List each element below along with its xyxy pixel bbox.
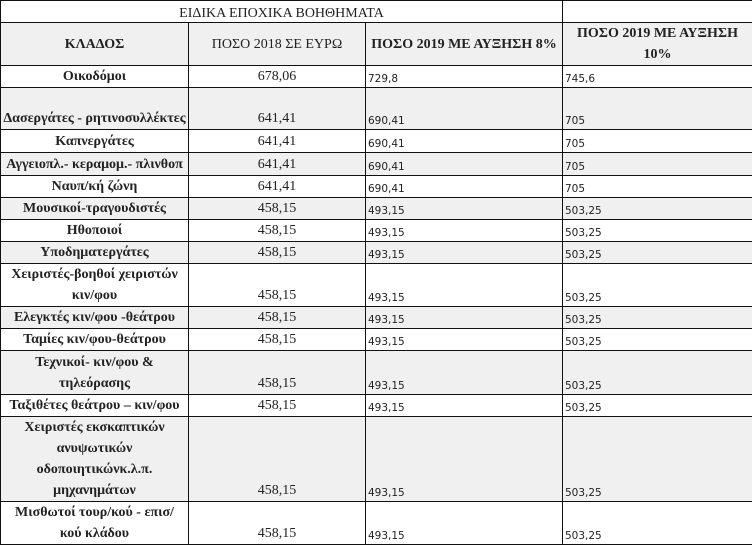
amount-2018-cell: 458,15 <box>189 264 366 307</box>
header-amount-2019-8: ΠΟΣΟ 2019 ΜΕ ΑΥΞΗΣΗ 8% <box>366 23 563 66</box>
amount-2018-cell: 641,41 <box>189 130 366 153</box>
amount-2018-cell: 641,41 <box>189 153 366 176</box>
amount-2019-8-cell: 493,15 <box>366 417 563 502</box>
amount-2019-10-cell: 503,25 <box>563 307 752 329</box>
sector-cell: Μουσικοί-τραγουδιστές <box>1 198 189 220</box>
amount-2018-cell: 458,15 <box>189 329 366 351</box>
table-row: Χειριστές εκσκαπτικών ανυψωτικών οδοποιη… <box>1 417 752 502</box>
header-amount-2019-10: ΠΟΣΟ 2019 ΜΕ ΑΥΞΗΣΗ 10% <box>563 23 752 66</box>
sector-cell: Ηθοποιοί <box>1 220 189 242</box>
amount-2019-8-cell: 493,15 <box>366 220 563 242</box>
amount-2019-10-cell: 705 <box>563 88 752 130</box>
sector-cell: Ταμίες κιν/φου-θεάτρου <box>1 329 189 351</box>
amount-2019-10-cell: 705 <box>563 153 752 176</box>
amount-2019-8-cell: 493,15 <box>366 502 563 545</box>
sector-cell: Χειριστές-βοηθοί χειριστών κιν/φου <box>1 264 189 307</box>
amount-2019-10-cell: 503,25 <box>563 329 752 351</box>
header-amount-2018: ΠΟΣΟ 2018 ΣΕ ΕΥΡΩ <box>189 23 366 66</box>
amount-2019-8-cell: 493,15 <box>366 395 563 417</box>
header-sector: ΚΛΑΔΟΣ <box>1 23 189 66</box>
amount-2019-10-cell: 503,25 <box>563 220 752 242</box>
amount-2019-8-cell: 493,15 <box>366 307 563 329</box>
amount-2019-8-cell: 493,15 <box>366 242 563 264</box>
sector-cell: Ελεγκτές κιν/φου -θεάτρου <box>1 307 189 329</box>
amount-2019-8-cell: 690,41 <box>366 88 563 130</box>
amount-2019-10-cell: 503,25 <box>563 395 752 417</box>
amount-2019-8-cell: 493,15 <box>366 198 563 220</box>
amount-2018-cell: 458,15 <box>189 242 366 264</box>
amount-2018-cell: 458,15 <box>189 502 366 545</box>
amount-2018-cell: 458,15 <box>189 395 366 417</box>
amount-2019-10-cell: 705 <box>563 176 752 198</box>
amount-2018-cell: 458,15 <box>189 417 366 502</box>
sector-cell: Οικοδόμοι <box>1 66 189 88</box>
amount-2019-10-cell: 503,25 <box>563 242 752 264</box>
sector-cell: Τεχνικοί- κιν/φου & τηλεόρασης <box>1 351 189 395</box>
table-title: ΕΙΔΙΚΑ ΕΠΟΧΙΚΑ ΒΟΗΘΗΜΑΤΑ <box>1 1 563 23</box>
amount-2019-8-cell: 690,41 <box>366 153 563 176</box>
sector-cell: Δασεργάτες - ρητινοσυλλέκτες <box>1 88 189 130</box>
amount-2019-10-cell: 503,25 <box>563 198 752 220</box>
amount-2019-8-cell: 690,41 <box>366 176 563 198</box>
amount-2018-cell: 458,15 <box>189 220 366 242</box>
sector-cell: Ταξιθέτες θεάτρου – κιν/φου <box>1 395 189 417</box>
amount-2019-10-cell: 503,25 <box>563 417 752 502</box>
amount-2019-10-cell: 503,25 <box>563 264 752 307</box>
sector-cell: Μισθωτοί τουρ/κού - επισ/ κού κλάδου <box>1 502 189 545</box>
amount-2018-cell: 641,41 <box>189 88 366 130</box>
amount-2018-cell: 458,15 <box>189 198 366 220</box>
sector-cell: Υποδηματεργάτες <box>1 242 189 264</box>
amount-2019-8-cell: 493,15 <box>366 264 563 307</box>
sector-cell: Ναυπ/κή ζώνη <box>1 176 189 198</box>
sector-cell: Χειριστές εκσκαπτικών ανυψωτικών οδοποιη… <box>1 417 189 502</box>
amount-2019-10-cell: 503,25 <box>563 502 752 545</box>
empty-title-cell <box>563 1 752 23</box>
amount-2019-8-cell: 690,41 <box>366 130 563 153</box>
amount-2019-8-cell: 729,8 <box>366 66 563 88</box>
amount-2018-cell: 458,15 <box>189 307 366 329</box>
amount-2018-cell: 678,06 <box>189 66 366 88</box>
amount-2019-10-cell: 745,6 <box>563 66 752 88</box>
amount-2019-10-cell: 705 <box>563 130 752 153</box>
amount-2019-8-cell: 493,15 <box>366 329 563 351</box>
amount-2019-8-cell: 493,15 <box>366 351 563 395</box>
amount-2019-10-cell: 503,25 <box>563 351 752 395</box>
amount-2018-cell: 458,15 <box>189 351 366 395</box>
amount-2018-cell: 641,41 <box>189 176 366 198</box>
sector-cell: Αγγειοπλ.- κεραμομ.- πλινθοπ <box>1 153 189 176</box>
sector-cell: Καπνεργάτες <box>1 130 189 153</box>
